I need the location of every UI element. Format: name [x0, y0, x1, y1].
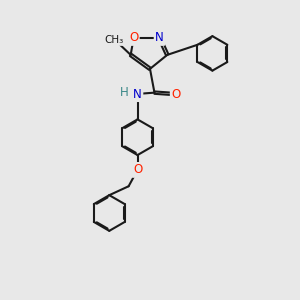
Text: N: N	[155, 32, 164, 44]
Text: O: O	[129, 32, 138, 44]
Text: O: O	[171, 88, 181, 100]
Text: CH₃: CH₃	[105, 35, 124, 45]
Text: O: O	[133, 164, 142, 176]
Text: N: N	[133, 88, 142, 100]
Text: H: H	[119, 86, 128, 99]
